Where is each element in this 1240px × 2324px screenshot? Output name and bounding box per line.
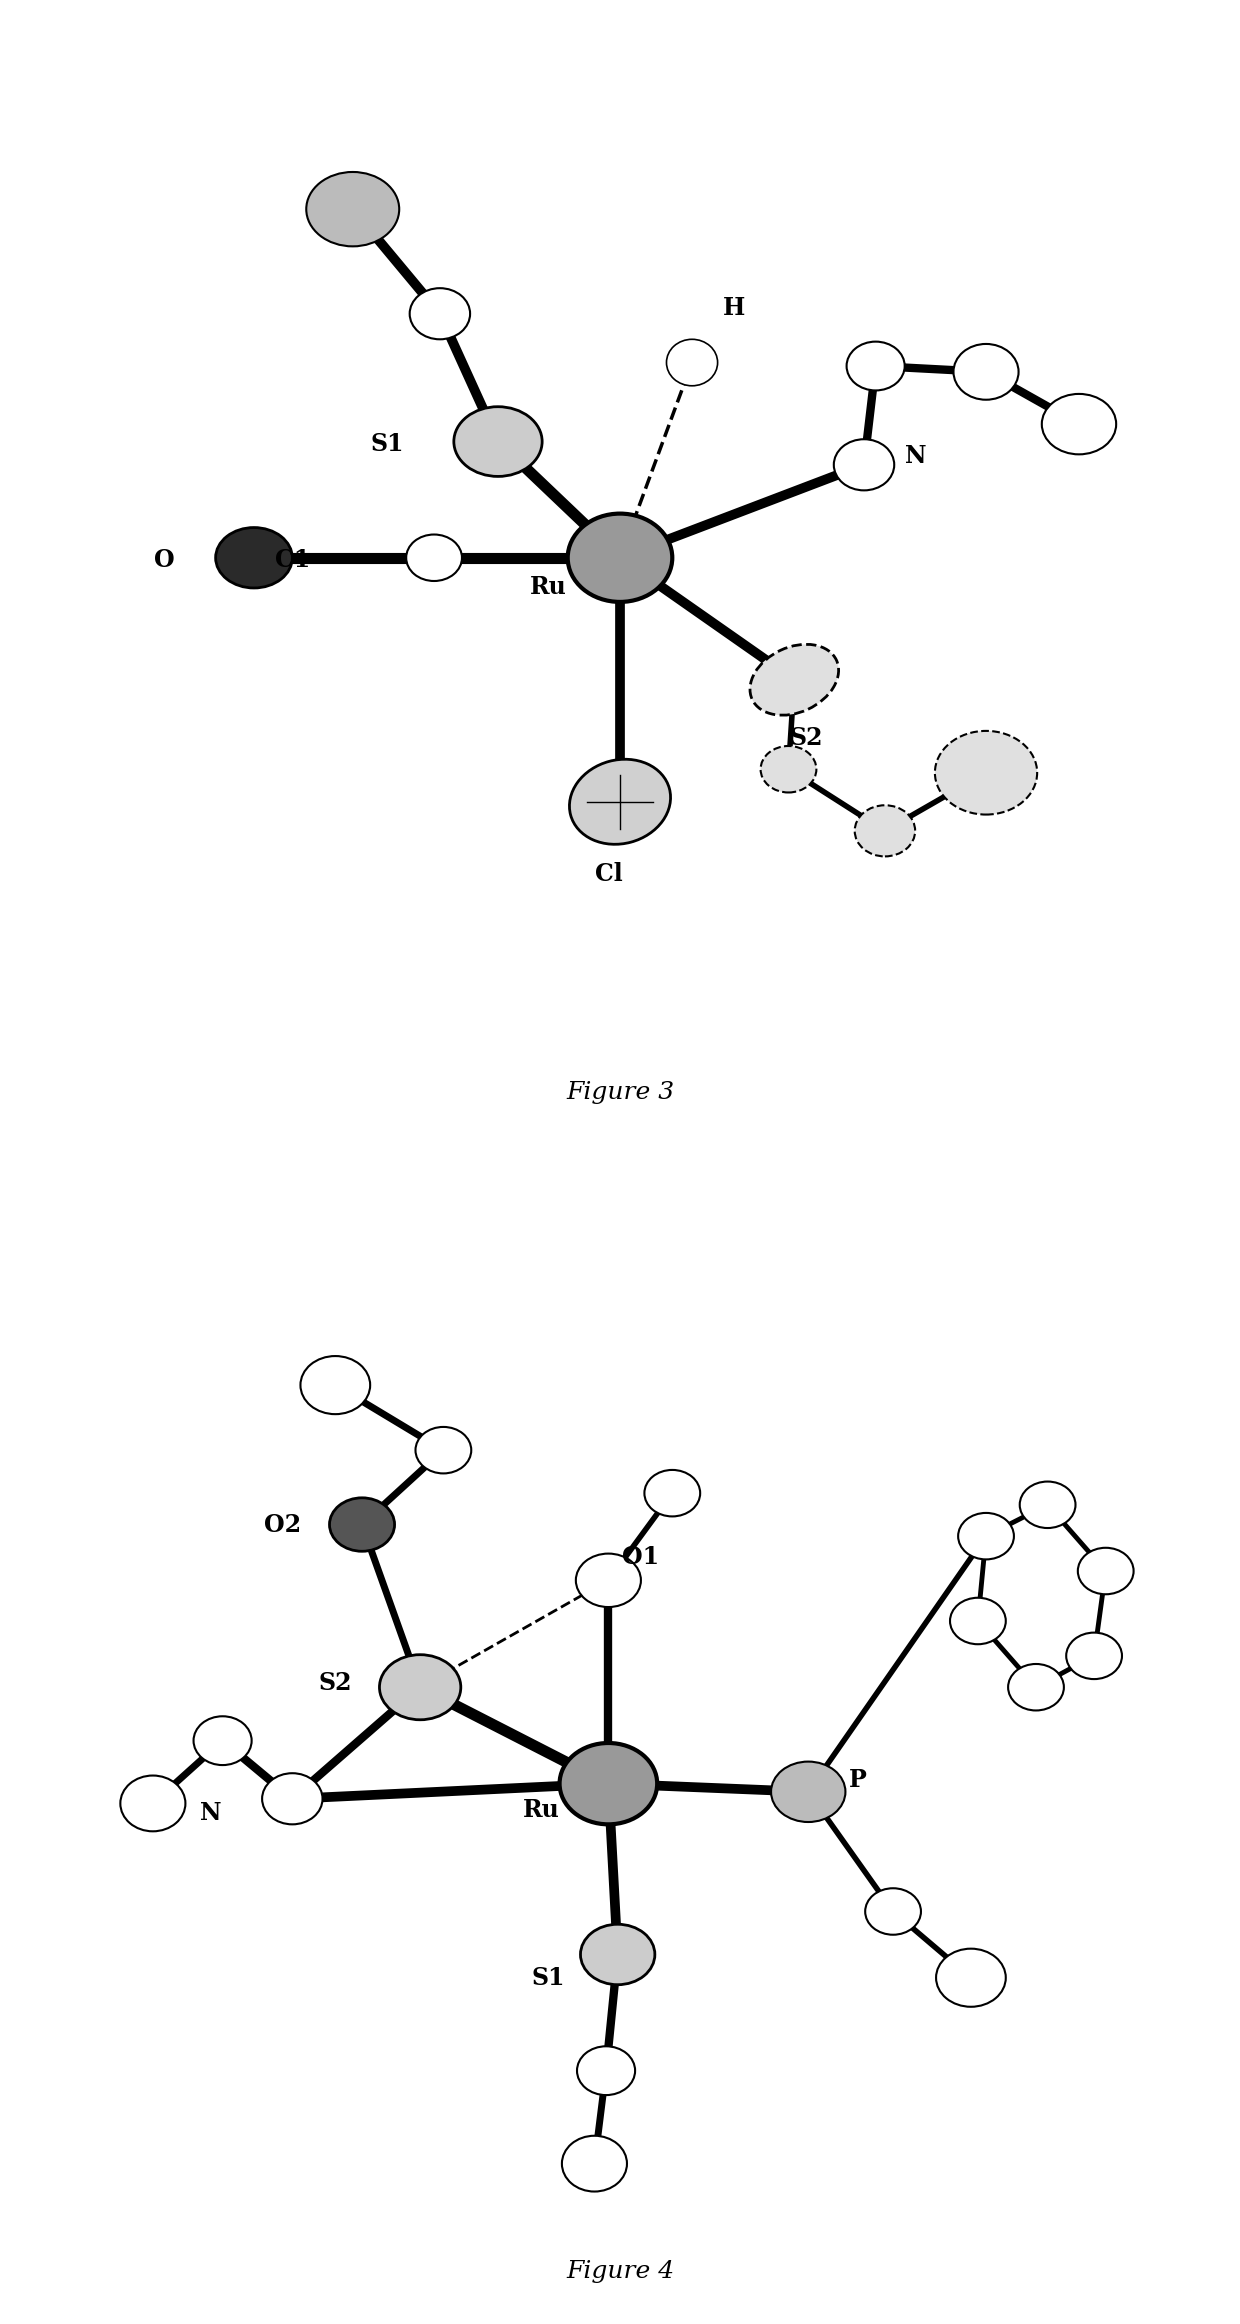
Text: O: O xyxy=(154,548,175,572)
Ellipse shape xyxy=(409,288,470,339)
Ellipse shape xyxy=(645,1471,701,1518)
Text: Figure 4: Figure 4 xyxy=(565,2261,675,2282)
Text: H: H xyxy=(723,295,745,321)
Text: Ru: Ru xyxy=(529,574,567,600)
Ellipse shape xyxy=(306,172,399,246)
Ellipse shape xyxy=(950,1599,1006,1645)
Text: N: N xyxy=(200,1801,222,1824)
Text: S1: S1 xyxy=(371,432,404,456)
Ellipse shape xyxy=(580,1924,655,1985)
Ellipse shape xyxy=(216,528,293,588)
Ellipse shape xyxy=(1019,1483,1075,1529)
Ellipse shape xyxy=(1008,1664,1064,1710)
Ellipse shape xyxy=(847,342,905,390)
Ellipse shape xyxy=(833,439,894,490)
Text: S2: S2 xyxy=(319,1671,352,1694)
Ellipse shape xyxy=(569,760,671,844)
Ellipse shape xyxy=(936,1948,1006,2006)
Ellipse shape xyxy=(666,339,718,386)
Ellipse shape xyxy=(760,746,816,792)
Ellipse shape xyxy=(454,407,542,476)
Text: C1: C1 xyxy=(275,548,310,572)
Text: N: N xyxy=(905,444,928,467)
Ellipse shape xyxy=(935,730,1037,813)
Ellipse shape xyxy=(568,514,672,602)
Ellipse shape xyxy=(750,644,838,716)
Text: Ru: Ru xyxy=(522,1799,559,1822)
Ellipse shape xyxy=(559,1743,657,1824)
Ellipse shape xyxy=(120,1776,186,1831)
Text: S2: S2 xyxy=(789,725,822,751)
Ellipse shape xyxy=(1042,393,1116,456)
Text: Cl: Cl xyxy=(594,862,622,885)
Ellipse shape xyxy=(959,1513,1014,1559)
Ellipse shape xyxy=(562,2136,627,2192)
Text: O2: O2 xyxy=(264,1513,301,1536)
Ellipse shape xyxy=(575,1552,641,1608)
Ellipse shape xyxy=(407,535,463,581)
Ellipse shape xyxy=(771,1762,846,1822)
Ellipse shape xyxy=(300,1355,371,1413)
Ellipse shape xyxy=(866,1887,921,1934)
Ellipse shape xyxy=(1066,1631,1122,1678)
Ellipse shape xyxy=(577,2045,635,2096)
Ellipse shape xyxy=(854,804,915,858)
Text: S1: S1 xyxy=(531,1966,564,1989)
Ellipse shape xyxy=(330,1499,394,1552)
Ellipse shape xyxy=(379,1655,461,1720)
Ellipse shape xyxy=(193,1715,252,1766)
Ellipse shape xyxy=(954,344,1018,400)
Text: O1: O1 xyxy=(622,1545,660,1569)
Ellipse shape xyxy=(1078,1548,1133,1594)
Text: P: P xyxy=(849,1769,867,1792)
Ellipse shape xyxy=(415,1427,471,1473)
Text: Figure 3: Figure 3 xyxy=(565,1081,675,1104)
Ellipse shape xyxy=(262,1773,322,1824)
